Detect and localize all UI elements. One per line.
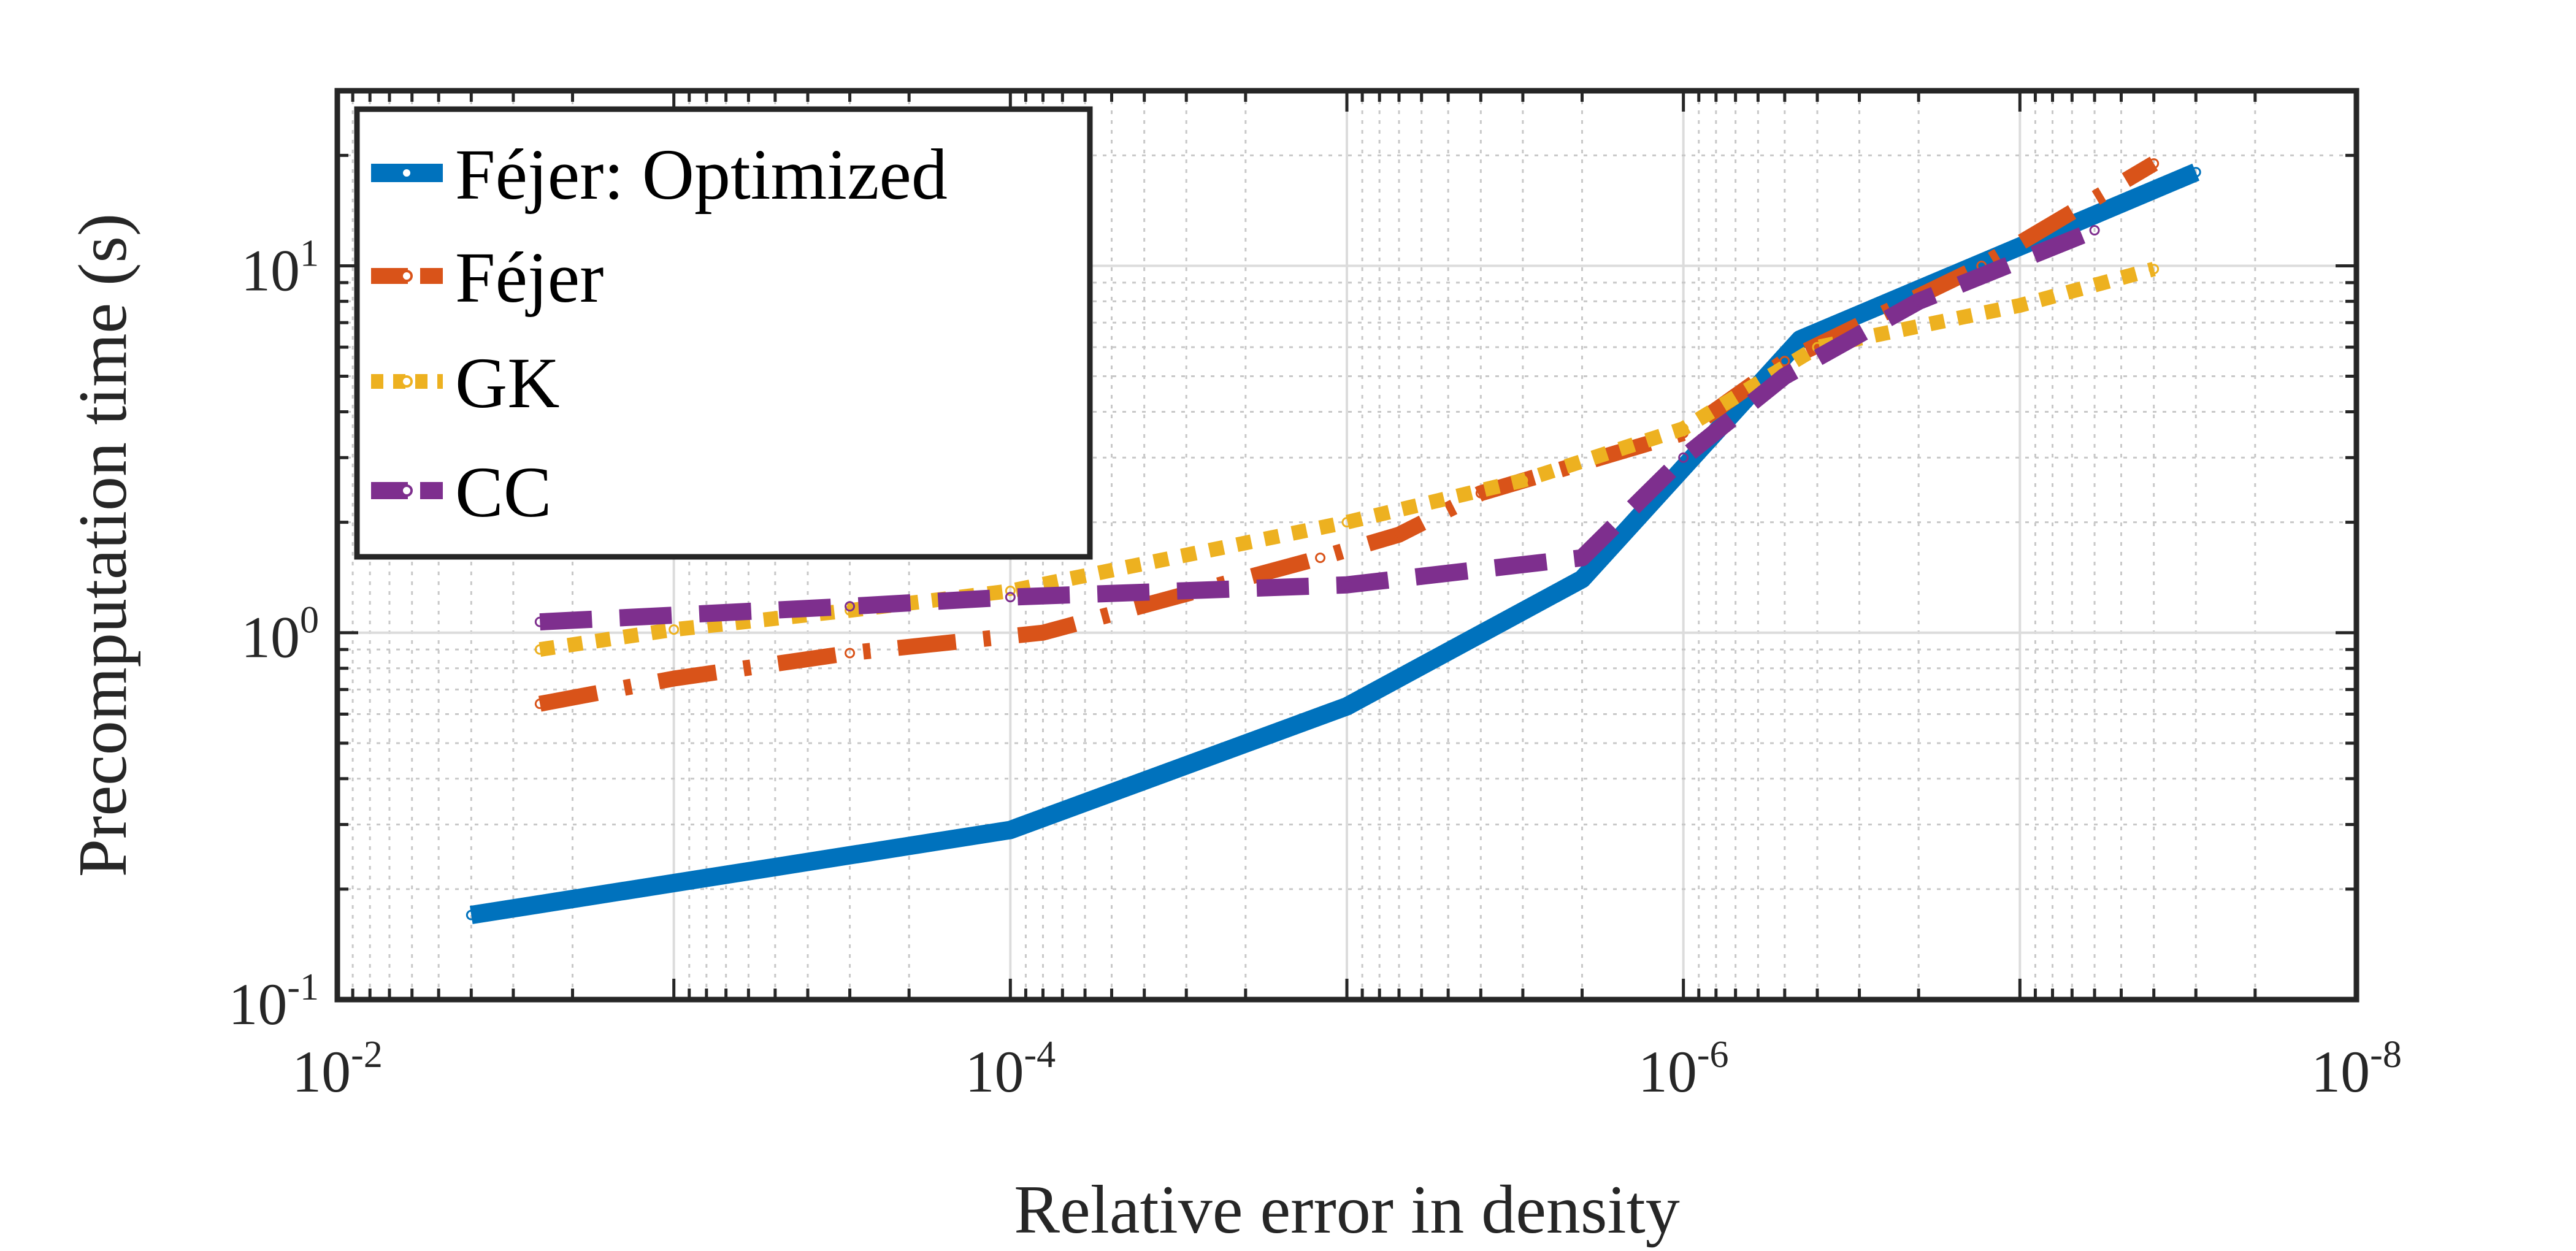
y-axis-label: Precomputation time (s) bbox=[65, 213, 141, 877]
legend-label: Féjer bbox=[455, 237, 604, 318]
legend-label: Féjer: Optimized bbox=[455, 134, 948, 215]
data-point bbox=[2190, 167, 2201, 178]
data-point bbox=[1315, 553, 1326, 564]
data-point bbox=[845, 605, 856, 616]
legend-marker bbox=[401, 484, 413, 497]
series-line bbox=[539, 262, 2156, 657]
data-point bbox=[534, 616, 545, 627]
legend-item[interactable]: GK bbox=[371, 343, 559, 423]
data-point bbox=[1517, 475, 1528, 486]
legend-label: CC bbox=[455, 452, 551, 532]
x-axis-label: Relative error in density bbox=[1014, 1172, 1679, 1248]
data-point bbox=[1913, 296, 1924, 307]
series-cc bbox=[534, 222, 2100, 631]
y-tick-label: 10-1 bbox=[228, 966, 319, 1037]
data-point bbox=[1475, 488, 1486, 499]
data-point bbox=[1038, 627, 1049, 638]
data-point bbox=[2149, 264, 2160, 275]
x-tick-label: 10-4 bbox=[965, 1034, 1056, 1104]
data-point bbox=[1779, 356, 1790, 367]
x-tick-label: 10-6 bbox=[1638, 1034, 1729, 1104]
series-line bbox=[469, 163, 2200, 924]
legend-item[interactable]: CC bbox=[371, 452, 551, 532]
x-tick-label: 10-8 bbox=[2311, 1034, 2402, 1104]
data-point bbox=[1341, 701, 1352, 712]
series-line bbox=[538, 156, 2158, 712]
series-layer bbox=[466, 156, 2201, 924]
data-point bbox=[1005, 824, 1016, 835]
data-point bbox=[1393, 529, 1405, 540]
data-point bbox=[669, 624, 680, 635]
legend-marker bbox=[401, 375, 413, 388]
legend-marker bbox=[401, 270, 413, 282]
data-point bbox=[1005, 586, 1016, 597]
legend[interactable]: Féjer: Optimized Féjer GK CC bbox=[354, 106, 1093, 560]
data-point bbox=[2014, 300, 2025, 311]
legend-marker bbox=[401, 167, 413, 179]
y-tick-label: 100 bbox=[241, 600, 319, 670]
legend-item[interactable]: Féjer: Optimized bbox=[371, 134, 948, 215]
data-point bbox=[669, 673, 680, 684]
data-point bbox=[1005, 592, 1016, 603]
data-point bbox=[1678, 452, 1689, 463]
data-point bbox=[2149, 158, 2160, 169]
axes-frame bbox=[334, 88, 2359, 1003]
data-point bbox=[534, 644, 545, 655]
data-point bbox=[1341, 517, 1352, 528]
data-point bbox=[1577, 573, 1588, 584]
data-point bbox=[2089, 224, 2100, 235]
series-f-jer bbox=[534, 156, 2160, 712]
data-point bbox=[1678, 423, 1689, 434]
data-point bbox=[466, 909, 477, 920]
y-tick-label: 101 bbox=[241, 232, 319, 303]
data-point bbox=[1795, 334, 1806, 345]
x-tick-label: 10-2 bbox=[292, 1034, 383, 1104]
data-point bbox=[1779, 371, 1790, 382]
data-point bbox=[845, 601, 856, 612]
axes: 10-2 10-4 10-6 10-8 10-1 100 101 bbox=[228, 88, 2402, 1104]
legend-label: GK bbox=[455, 343, 559, 423]
data-point bbox=[845, 648, 856, 659]
data-point bbox=[1577, 553, 1588, 564]
legend-item[interactable]: Féjer bbox=[371, 237, 604, 318]
data-point bbox=[1341, 580, 1352, 591]
legend-box bbox=[354, 106, 1093, 560]
series-f-jer-optimized bbox=[466, 163, 2201, 924]
series-line bbox=[539, 222, 2098, 631]
data-point bbox=[534, 698, 545, 710]
